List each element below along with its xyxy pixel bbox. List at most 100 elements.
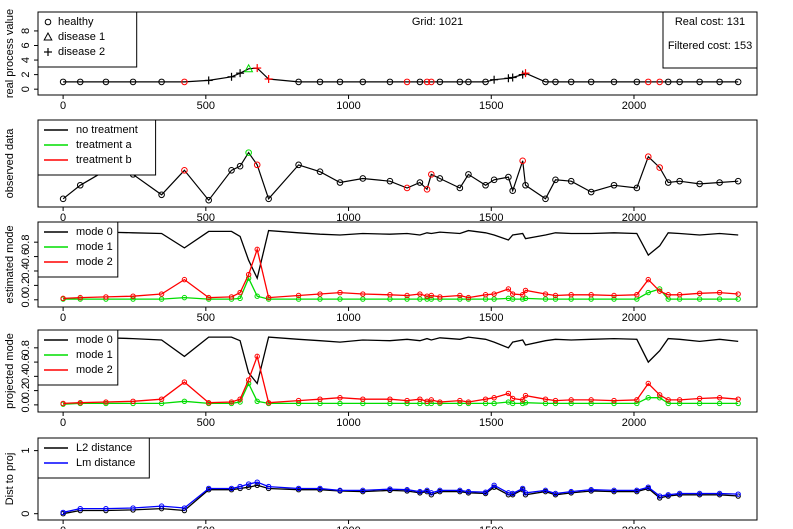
point xyxy=(457,292,463,299)
point xyxy=(181,294,188,301)
point xyxy=(404,397,410,404)
point xyxy=(456,184,464,192)
point xyxy=(77,505,83,512)
y-tick-label: 0.6 xyxy=(20,249,32,264)
point xyxy=(457,487,463,494)
point xyxy=(403,184,411,192)
x-tick-label: 1000 xyxy=(336,417,360,429)
point xyxy=(254,482,260,489)
y-axis-label: projected mode xyxy=(4,333,16,409)
point xyxy=(417,296,423,302)
x-tick-label: 500 xyxy=(197,312,215,324)
point xyxy=(645,276,651,283)
x-tick-label: 1500 xyxy=(479,417,503,429)
point xyxy=(59,195,67,203)
legend-marker xyxy=(44,18,52,26)
legend-box xyxy=(37,437,150,479)
point xyxy=(611,296,617,302)
point xyxy=(610,78,618,86)
point xyxy=(228,399,235,405)
point xyxy=(465,78,472,86)
point xyxy=(611,487,617,494)
point xyxy=(181,166,188,174)
point xyxy=(665,492,671,498)
point xyxy=(237,483,243,490)
legend-label: mode 0 xyxy=(76,226,113,238)
point xyxy=(130,296,136,302)
point xyxy=(508,73,517,82)
legend-box xyxy=(37,119,157,176)
point xyxy=(424,487,430,494)
point xyxy=(634,487,640,494)
legend-label: no treatment xyxy=(76,124,138,136)
legend-box xyxy=(37,11,138,68)
x-tick-label: 0 xyxy=(60,312,66,324)
x-tick-label: 2000 xyxy=(622,212,646,224)
point xyxy=(519,292,526,298)
point xyxy=(644,153,652,161)
point xyxy=(236,69,245,78)
point xyxy=(634,397,640,403)
legend-label: mode 1 xyxy=(76,241,113,253)
annotation: Grid: 1021 xyxy=(412,16,463,28)
point xyxy=(552,176,559,184)
point xyxy=(522,490,529,496)
point xyxy=(428,400,435,407)
point xyxy=(295,78,302,86)
x-tick-label: 2000 xyxy=(622,525,646,529)
point xyxy=(509,400,516,407)
series-line xyxy=(62,484,739,515)
point xyxy=(522,295,529,302)
legend-label: disease 1 xyxy=(58,31,105,43)
point xyxy=(337,395,343,401)
point xyxy=(716,289,723,296)
x-tick-label: 1500 xyxy=(479,525,503,529)
point xyxy=(457,296,463,302)
point xyxy=(423,78,431,86)
x-tick-label: 2000 xyxy=(622,312,646,324)
point xyxy=(552,397,559,404)
point xyxy=(103,505,109,512)
y-tick-label: 0.4 xyxy=(20,263,32,278)
point xyxy=(130,293,136,299)
point xyxy=(645,289,651,296)
point xyxy=(542,291,549,297)
point xyxy=(228,485,235,492)
y-tick-label: 0.4 xyxy=(20,369,32,384)
cost-label: Filtered cost: 153 xyxy=(668,40,752,52)
point xyxy=(645,484,651,490)
point xyxy=(696,78,703,86)
y-tick-label: 0.0 xyxy=(20,292,32,307)
point xyxy=(505,173,512,181)
point xyxy=(181,276,188,283)
point xyxy=(567,78,575,86)
point xyxy=(656,288,663,294)
point xyxy=(665,400,671,407)
y-tick-label: 0.8 xyxy=(20,235,32,250)
series-line xyxy=(63,335,739,385)
point xyxy=(228,166,235,174)
point xyxy=(254,479,260,485)
point xyxy=(509,490,516,497)
point xyxy=(181,398,188,405)
point xyxy=(457,397,463,404)
point xyxy=(568,488,574,495)
point xyxy=(387,292,393,298)
point xyxy=(568,292,574,298)
point xyxy=(60,509,66,516)
point xyxy=(676,400,683,407)
point xyxy=(456,78,464,86)
point xyxy=(490,176,498,184)
y-axis-label: estimated mode xyxy=(4,225,16,303)
point xyxy=(244,63,254,73)
point xyxy=(158,78,165,86)
y-axis-label: observed data xyxy=(4,128,16,199)
x-tick-label: 500 xyxy=(197,100,215,112)
point xyxy=(716,78,723,86)
data-line xyxy=(62,151,739,202)
point xyxy=(336,78,344,86)
legend-label: mode 1 xyxy=(76,349,113,361)
point xyxy=(254,246,260,253)
point xyxy=(317,291,323,297)
point xyxy=(587,188,595,196)
